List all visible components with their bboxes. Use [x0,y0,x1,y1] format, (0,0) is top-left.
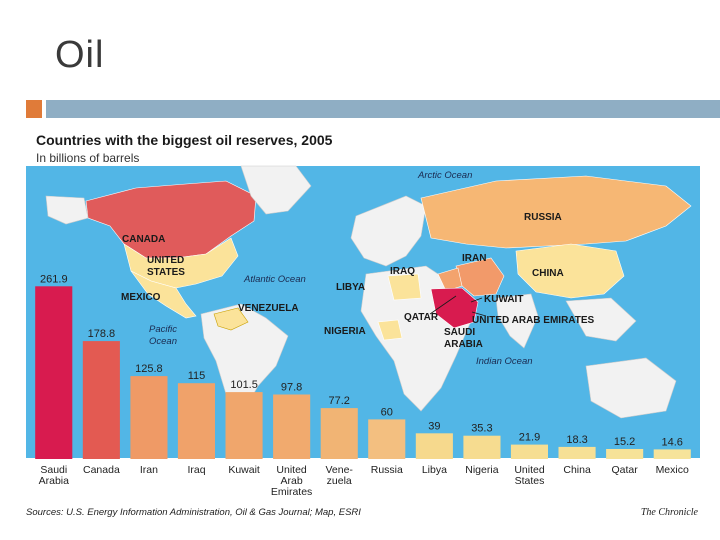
bar-13 [653,449,691,459]
category-label-8-0: Libya [422,464,447,476]
figure-title: Countries with the biggest oil reserves,… [36,132,333,148]
category-label-2-0: Iran [140,464,158,476]
source-note: Sources: U.S. Energy Information Adminis… [26,507,361,518]
map-label-russia: RUSSIA [524,212,562,223]
bar-3 [177,383,215,459]
bar-value-label-5: 97.8 [281,382,302,394]
publisher-brand: The Chronicle [640,507,698,518]
bar-value-label-1: 178.8 [88,328,116,340]
bar-0 [35,286,73,459]
bar-value-label-11: 18.3 [566,434,587,446]
map-label-saudi-line2: ARABIA [444,339,483,350]
map-label-saudi-line1: SAUDI [444,327,475,338]
figure-canvas: CANADA UNITED STATES MEXICO VENEZUELA LI… [26,165,700,506]
map-land [45,165,692,427]
map-label-mexico: MEXICO [121,292,161,303]
bar-value-label-9: 35.3 [471,423,492,435]
title-rule [46,100,720,118]
iraq-shape [437,267,463,292]
kuwait-leader-line [470,297,483,303]
bar-5 [273,394,311,459]
category-label-6-1: zuela [327,475,352,487]
bar-1 [82,341,120,459]
category-label-10-0: United [514,464,545,476]
category-label-4-0: Kuwait [228,464,260,476]
map-label-canada: CANADA [122,234,165,245]
canada-shape [85,180,257,259]
venezuela-shape [213,307,249,331]
map-label-us-line1: UNITED [147,255,184,266]
bar-value-label-6: 77.2 [328,395,349,407]
ocean-label-pacific-line1: Pacific [149,324,177,335]
category-label-6-0: Vene- [325,464,353,476]
bar-8 [415,433,453,459]
category-label-1-0: Canada [83,464,120,476]
slide-title: Oil [55,34,105,76]
bar-value-label-2: 125.8 [135,363,163,375]
bar-value-label-4: 101.5 [230,379,258,391]
category-label-0-0: Saudi [40,464,67,476]
category-label-13-0: Mexico [656,464,689,476]
bar-value-label-13: 14.6 [661,436,682,448]
accent-bar [26,100,42,118]
map-label-venezuela: VENEZUELA [238,303,299,314]
southeast-asia-shape [565,297,637,342]
category-label-10-1: States [515,475,545,487]
map-label-iraq: IRAQ [390,266,415,277]
category-label-5-2: Emirates [271,486,312,498]
nigeria-shape [377,319,403,341]
category-label-9-0: Nigeria [465,464,498,476]
alaska-shape [45,195,89,225]
bar-value-label-12: 15.2 [614,436,635,448]
bar-7 [368,419,406,459]
qatar-leader-line [429,295,457,315]
map-label-libya: LIBYA [336,282,365,293]
map-label-uae: UNITED ARAB EMIRATES [472,315,595,326]
map-label-nigeria: NIGERIA [324,326,366,337]
map-label-iran: IRAN [462,253,486,264]
bar-6 [320,408,358,459]
ocean-label-atlantic: Atlantic Ocean [243,274,306,285]
map-label-china: CHINA [532,268,564,279]
category-band [26,458,700,506]
bar-11 [558,446,596,459]
category-label-12-0: Qatar [611,464,638,476]
ocean-label-arctic: Arctic Ocean [417,170,472,181]
india-shape [495,293,539,349]
mexico-shape [130,270,197,319]
map-label-us-line2: STATES [147,267,185,278]
ocean-label-indian: Indian Ocean [476,356,533,367]
uae-leader-line [471,311,487,317]
category-label-5-0: United [276,464,307,476]
bar-12 [606,449,644,459]
libya-shape [387,273,422,301]
australia-shape [585,357,677,419]
category-label-0-1: Arabia [39,475,70,487]
europe-shape [350,195,427,267]
bar-value-label-8: 39 [428,420,440,432]
map-label-kuwait: KUWAIT [484,294,523,305]
russia-shape [420,175,692,249]
category-label-5-1: Arab [281,475,303,487]
bar-value-label-0: 261.9 [40,273,68,285]
category-label-3-0: Iraq [187,464,205,476]
bar-value-label-7: 60 [381,406,393,418]
saudi-arabia-shape [430,287,479,329]
bar-2 [130,376,168,459]
china-shape [515,243,625,299]
figure-subtitle: In billions of barrels [36,151,140,165]
category-label-7-0: Russia [371,464,403,476]
bar-value-label-3: 115 [188,370,206,382]
map-label-qatar: QATAR [404,312,439,323]
bar-4 [225,392,263,459]
bar-value-label-10: 21.9 [519,432,540,444]
ocean-label-pacific-line2: Ocean [149,336,177,347]
bar-9 [463,435,501,459]
greenland-shape [240,165,312,215]
bar-10 [510,444,548,459]
category-label-11-0: China [563,464,591,476]
oil-reserves-figure: CANADA UNITED STATES MEXICO VENEZUELA LI… [26,126,700,520]
